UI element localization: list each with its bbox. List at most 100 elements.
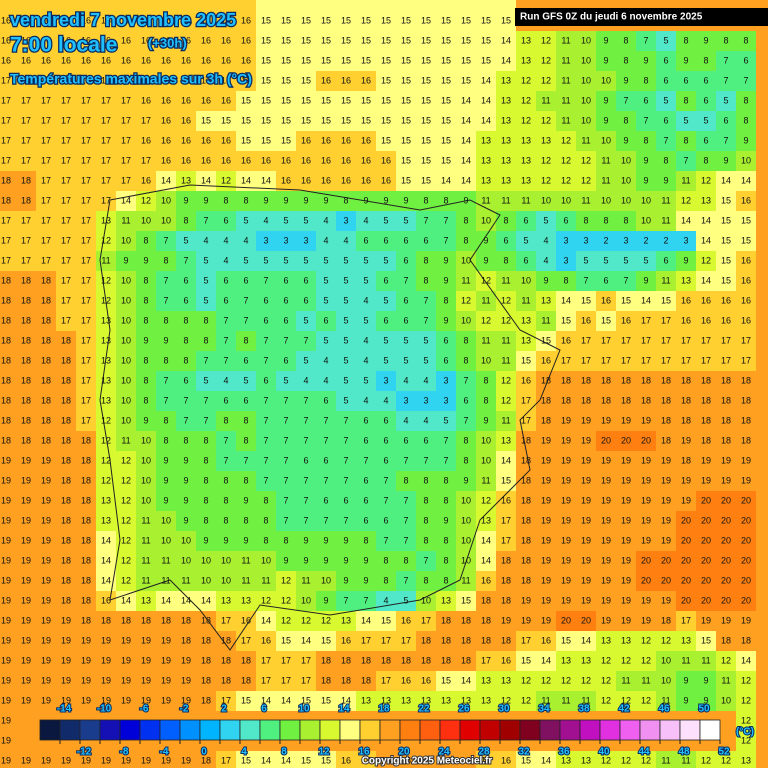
temp-cell: [136, 171, 156, 191]
temp-value: 16: [681, 295, 691, 305]
temp-value: 9: [443, 275, 448, 285]
temp-value: 7: [263, 475, 268, 485]
temp-cell: [176, 151, 196, 171]
temp-cell: [696, 131, 716, 151]
temp-cell: [356, 0, 376, 31]
temp-cell: [516, 51, 536, 71]
temp-cell: [116, 51, 136, 71]
temp-value: 18: [561, 375, 571, 385]
temp-value: 7: [663, 135, 668, 145]
legend-label: 22: [418, 704, 430, 715]
temp-value: 5: [403, 335, 408, 345]
temp-value: 16: [41, 55, 51, 65]
temp-value: 8: [503, 255, 508, 265]
legend-swatch: [699, 719, 721, 741]
legend-swatch: [559, 719, 581, 741]
temp-cell: [296, 171, 316, 191]
temp-value: 11: [501, 275, 510, 285]
temp-cell: [316, 91, 336, 111]
temp-value: 18: [541, 415, 551, 425]
temp-value: 17: [81, 95, 91, 105]
legend-swatch: [639, 719, 661, 741]
temp-cell: [356, 71, 376, 91]
temp-value: 19: [601, 595, 611, 605]
temp-cell: [156, 211, 176, 231]
temp-cell: [596, 91, 616, 111]
temp-value: 9: [343, 535, 348, 545]
temp-value: 4: [383, 395, 388, 405]
temp-cell: [56, 0, 76, 31]
temp-cell: [116, 231, 136, 251]
temp-value: 19: [641, 535, 651, 545]
temp-value: 19: [161, 635, 171, 645]
temp-value: 19: [541, 575, 551, 585]
temp-cell: [456, 51, 476, 71]
temp-value: 8: [643, 135, 648, 145]
temp-value: 15: [701, 635, 711, 645]
temp-value: 16: [161, 155, 171, 165]
temp-value: 13: [581, 655, 591, 665]
temp-value: 15: [561, 315, 571, 325]
temp-value: 7: [403, 455, 408, 465]
temp-value: 18: [501, 595, 511, 605]
temp-cell: [356, 131, 376, 151]
temp-value: 10: [121, 395, 131, 405]
temp-value: 7: [303, 435, 308, 445]
temp-value: 15: [741, 215, 751, 225]
temp-value: 14: [201, 595, 211, 605]
temp-value: 19: [661, 475, 671, 485]
temp-value: 6: [283, 275, 288, 285]
temp-value: 18: [721, 435, 731, 445]
temp-cell: [336, 91, 356, 111]
temp-value: 3: [563, 255, 568, 265]
temp-cell: [736, 31, 756, 51]
temp-cell: [496, 111, 516, 131]
temp-cell: [716, 151, 736, 171]
temp-value: 7: [283, 455, 288, 465]
temp-cell: [36, 251, 56, 271]
temp-value: 15: [721, 215, 731, 225]
temp-cell: [716, 111, 736, 131]
temp-cell: [416, 51, 436, 71]
temp-value: 15: [501, 15, 511, 25]
temp-value: 14: [461, 115, 471, 125]
temp-value: 19: [121, 655, 131, 665]
legend-label: 42: [618, 704, 630, 715]
temp-cell: [176, 51, 196, 71]
temp-cell: [76, 191, 96, 211]
temp-value: 19: [81, 635, 91, 645]
temp-cell: [0, 111, 16, 131]
temp-value: 7: [443, 435, 448, 445]
temp-value: 14: [701, 275, 711, 285]
temp-value: 5: [343, 315, 348, 325]
temp-cell: [116, 111, 136, 131]
temp-value: 10: [301, 595, 311, 605]
temp-value: 18: [61, 475, 71, 485]
temp-value: 20: [621, 435, 631, 445]
temp-value: 13: [501, 155, 511, 165]
temp-cell: [216, 0, 236, 31]
temp-cell: [336, 231, 356, 251]
temp-value: 19: [1, 455, 11, 465]
temp-value: 18: [1, 315, 11, 325]
temp-cell: [536, 151, 556, 171]
temp-value: 19: [1, 635, 11, 645]
temp-value: 16: [401, 615, 411, 625]
temp-value: 8: [463, 235, 468, 245]
temp-value: 7: [283, 475, 288, 485]
temp-value: 17: [1, 95, 11, 105]
temp-value: 8: [283, 535, 288, 545]
temp-value: 6: [423, 435, 428, 445]
temp-value: 10: [601, 75, 611, 85]
temp-cell: [296, 151, 316, 171]
temp-value: 19: [501, 615, 511, 625]
temp-cell: [236, 211, 256, 231]
temp-value: 9: [363, 555, 368, 565]
temp-value: 19: [561, 575, 571, 585]
temp-value: 7: [263, 415, 268, 425]
temp-value: 7: [443, 455, 448, 465]
temp-value: 15: [401, 115, 411, 125]
temp-cell: [436, 151, 456, 171]
temp-value: 16: [161, 55, 171, 65]
temp-value: 9: [183, 495, 188, 505]
